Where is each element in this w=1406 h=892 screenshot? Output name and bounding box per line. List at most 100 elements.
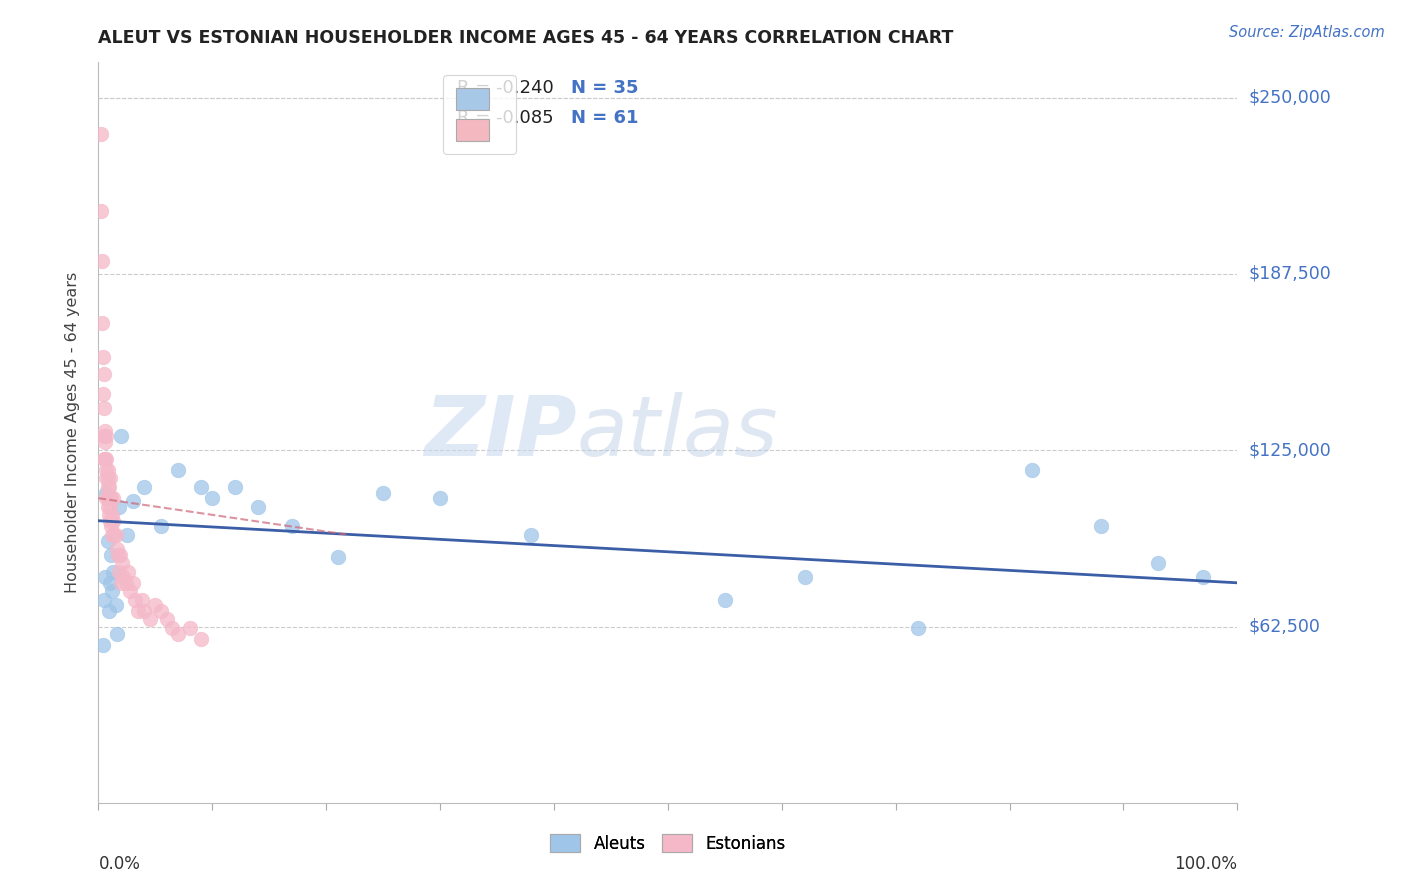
Point (98, 575, 121, 590)
Point (91, 387, 114, 401)
Point (91, 638, 114, 652)
Point (1146, 556, 1168, 570)
Text: R = -0.240: R = -0.240 (457, 79, 554, 97)
Point (97, 491, 120, 506)
Point (90, 128, 112, 142)
Text: Source: ZipAtlas.com: Source: ZipAtlas.com (1229, 25, 1385, 40)
Point (96, 533, 118, 548)
Point (105, 541, 128, 556)
Point (127, 604, 149, 618)
Text: N = 35: N = 35 (571, 79, 638, 97)
Point (96, 485, 118, 500)
Point (100, 491, 122, 506)
Point (326, 550, 349, 565)
Text: ZIP: ZIP (425, 392, 576, 473)
Point (108, 500, 131, 514)
Point (907, 621, 929, 635)
Point (97, 508, 120, 522)
Point (96, 429, 118, 443)
Point (93, 367, 115, 381)
Point (112, 570, 135, 584)
Point (98, 500, 121, 514)
Point (201, 491, 224, 506)
Point (96, 463, 118, 477)
Point (108, 548, 131, 562)
Point (96, 480, 118, 494)
Point (224, 480, 246, 494)
Text: N = 61: N = 61 (571, 109, 638, 127)
Legend: Aleuts, Estonians: Aleuts, Estonians (541, 826, 794, 861)
Text: 0.0%: 0.0% (98, 855, 141, 872)
Point (90, 203, 112, 218)
Point (104, 528, 127, 542)
Point (150, 604, 173, 618)
Point (110, 575, 132, 590)
Text: $187,500: $187,500 (1249, 265, 1331, 283)
Point (100, 519, 122, 533)
Point (103, 528, 125, 542)
Point (104, 599, 127, 613)
Point (97, 480, 120, 494)
Y-axis label: Householder Income Ages 45 - 64 years: Householder Income Ages 45 - 64 years (65, 272, 80, 593)
Point (108, 565, 131, 579)
Point (124, 592, 146, 607)
Point (94, 570, 117, 584)
Point (98, 514, 121, 528)
Point (145, 599, 167, 613)
Point (156, 612, 179, 626)
Point (96, 500, 118, 514)
Text: 100.0%: 100.0% (1174, 855, 1237, 872)
Point (1192, 570, 1215, 584)
Point (105, 626, 128, 640)
Point (131, 592, 153, 607)
Point (150, 519, 173, 533)
Point (94, 424, 117, 438)
Point (246, 500, 269, 514)
Point (96, 491, 118, 506)
Point (91, 350, 114, 364)
Point (429, 491, 451, 506)
Point (103, 491, 125, 506)
Point (120, 584, 142, 599)
Point (520, 528, 543, 542)
Point (371, 485, 394, 500)
Point (98, 491, 121, 506)
Point (101, 584, 124, 599)
Point (167, 463, 190, 477)
Point (793, 570, 815, 584)
Text: atlas: atlas (576, 392, 779, 473)
Point (132, 604, 155, 618)
Point (97, 604, 120, 618)
Point (96, 451, 118, 466)
Point (100, 548, 122, 562)
Point (190, 632, 212, 647)
Point (1021, 463, 1043, 477)
Point (96, 471, 118, 485)
Text: $62,500: $62,500 (1249, 617, 1320, 635)
Point (101, 528, 124, 542)
Point (714, 592, 737, 607)
Point (179, 621, 201, 635)
Point (93, 592, 115, 607)
Point (93, 429, 115, 443)
Point (90, 316, 112, 330)
Point (98, 471, 121, 485)
Point (121, 575, 143, 590)
Point (114, 575, 136, 590)
Point (1090, 519, 1112, 533)
Point (190, 480, 212, 494)
Text: R = -0.085: R = -0.085 (457, 109, 554, 127)
Point (167, 626, 190, 640)
Point (93, 451, 115, 466)
Point (94, 434, 117, 449)
Point (103, 514, 125, 528)
Point (138, 612, 160, 626)
Point (94, 451, 117, 466)
Point (93, 401, 115, 415)
Point (111, 556, 134, 570)
Text: $250,000: $250,000 (1249, 88, 1331, 107)
Point (162, 621, 184, 635)
Point (96, 491, 118, 506)
Point (117, 565, 139, 579)
Text: $125,000: $125,000 (1249, 442, 1331, 459)
